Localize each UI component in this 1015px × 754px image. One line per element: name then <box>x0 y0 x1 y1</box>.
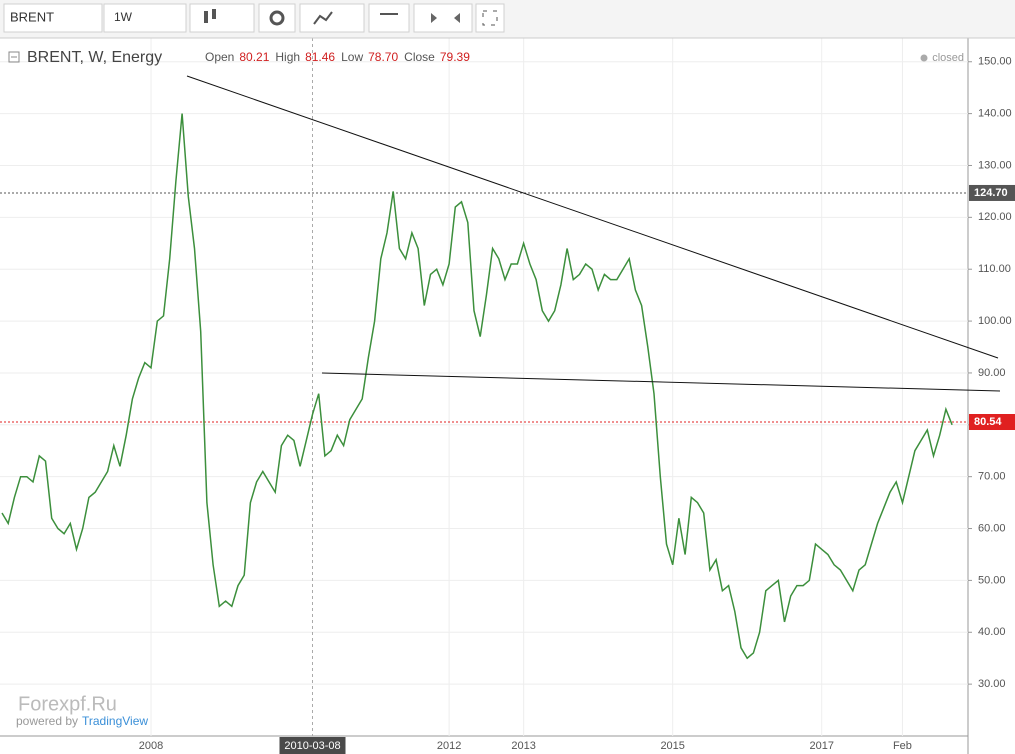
x-tick-label: 2017 <box>809 740 833 752</box>
compare-button[interactable] <box>368 3 410 33</box>
price-line-label-bg <box>969 184 1015 201</box>
y-tick-label: 50.00 <box>978 574 1006 586</box>
x-tick-label: 2012 <box>437 740 461 752</box>
ohlc-label: Low <box>341 50 363 64</box>
undo-redo-icon <box>431 13 460 23</box>
price-line-label-bg <box>969 414 1015 431</box>
price-line-label: 124.70 <box>974 187 1008 199</box>
x-tick-label: 2010-03-08 <box>284 740 340 752</box>
y-tick-label: 60.00 <box>978 522 1006 534</box>
y-tick-label: 40.00 <box>978 626 1006 638</box>
watermark-provider: TradingView <box>82 714 148 728</box>
ohlc-label: Open <box>205 50 234 64</box>
ohlc-value: 79.39 <box>440 50 470 64</box>
y-tick-label: 30.00 <box>978 678 1006 690</box>
interval-button[interactable] <box>103 3 187 33</box>
symbol-text: BRENT <box>10 9 54 24</box>
status: closed <box>932 52 964 64</box>
ohlc-legend: Open 80.21 High 81.46 Low 78.70 Close 79.39 <box>205 50 470 64</box>
price-line-label: 80.54 <box>974 416 1002 428</box>
collapse-box[interactable] <box>8 51 20 63</box>
watermark-brand: Forexpf.Ru <box>18 693 117 715</box>
x-tick-label: 2008 <box>139 740 163 752</box>
ohlc-value: 80.21 <box>239 50 269 64</box>
y-tick-label: 110.00 <box>978 263 1011 275</box>
indicator-icon <box>313 11 333 25</box>
symbol-input[interactable] <box>3 3 103 33</box>
candle-icon <box>204 11 208 23</box>
y-tick-label: 70.00 <box>978 471 1006 483</box>
settings-button[interactable] <box>258 3 296 33</box>
chart-title: BRENT, W, Energy <box>27 49 162 66</box>
x-tick-label: 2015 <box>660 740 684 752</box>
ohlc-value: 78.70 <box>368 50 398 64</box>
fullscreen-button[interactable] <box>475 3 505 33</box>
y-tick-label: 120.00 <box>978 211 1012 223</box>
interval-text: 1W <box>114 10 133 24</box>
x-tick-label: Feb <box>893 740 912 752</box>
indicators-button[interactable] <box>299 3 365 33</box>
y-tick-label: 100.00 <box>978 315 1012 327</box>
trend-line <box>186 75 999 359</box>
y-tick-label: 90.00 <box>978 367 1006 379</box>
y-tick-label: 140.00 <box>978 108 1012 120</box>
crosshair-label-bg <box>279 737 346 754</box>
trend-line <box>321 372 1001 392</box>
y-tick-label: 150.00 <box>978 56 1012 68</box>
x-tick-label: 2013 <box>511 740 535 752</box>
chart-style-button[interactable] <box>189 3 255 33</box>
candle-icon <box>212 9 216 19</box>
status-dot <box>920 54 928 62</box>
price-axis <box>968 38 1015 754</box>
plot-area: 30.0040.0050.0060.0070.0080.0090.00100.0… <box>0 38 1015 754</box>
undo-redo-button[interactable] <box>413 3 473 33</box>
ohlc-label: High <box>275 50 300 64</box>
ohlc-value: 81.46 <box>305 50 335 64</box>
watermark-powered: powered by <box>16 714 78 728</box>
fullscreen-icon <box>482 10 498 26</box>
price-line-series <box>1 113 953 660</box>
ohlc-label: Close <box>404 50 435 64</box>
gear-icon <box>269 10 285 26</box>
y-tick-label: 130.00 <box>978 159 1012 171</box>
